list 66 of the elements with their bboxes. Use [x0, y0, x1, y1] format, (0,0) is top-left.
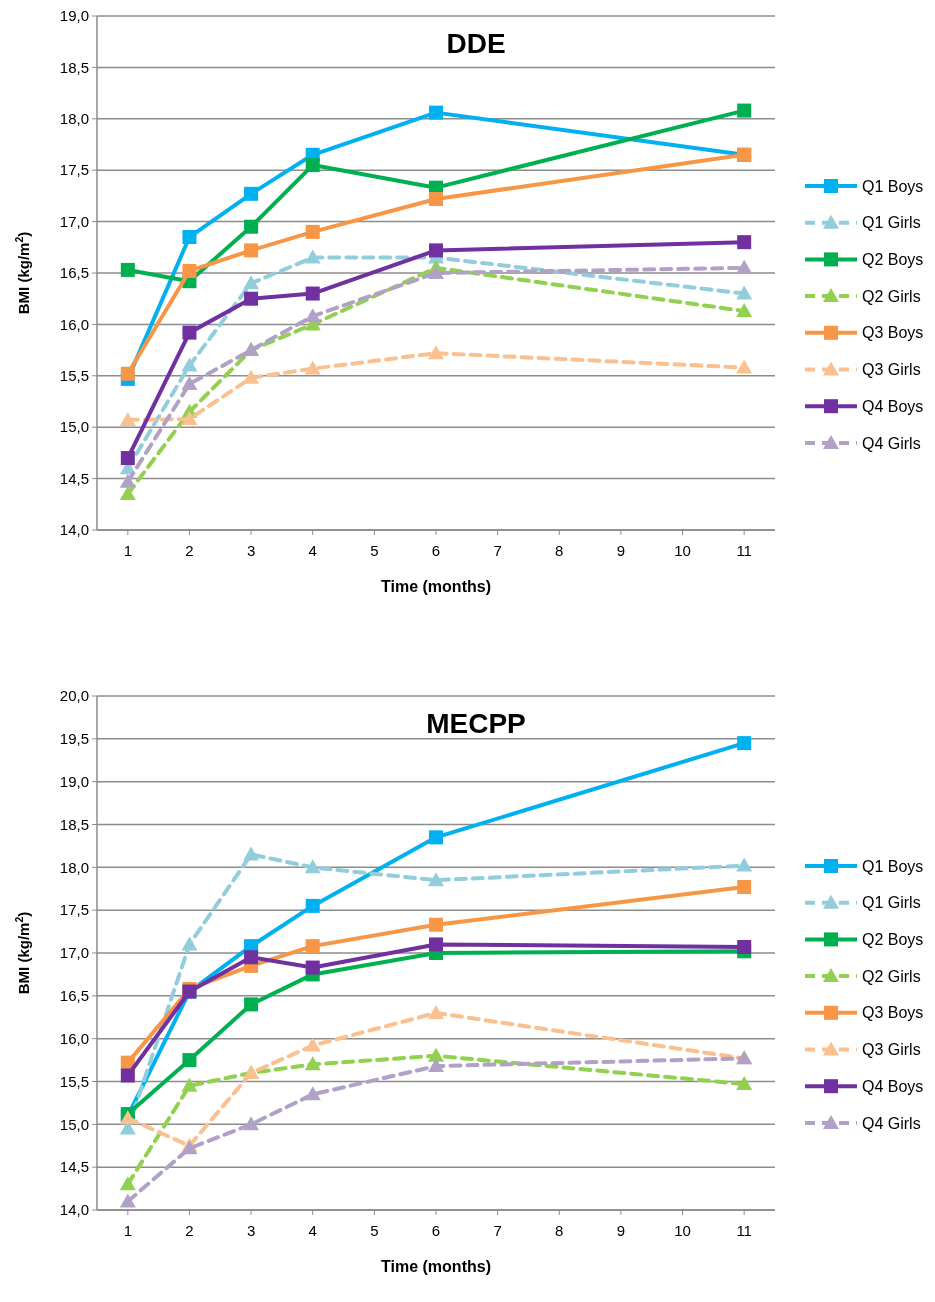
x-tick-label: 6 — [431, 1222, 441, 1239]
x-axis-title: Time (months) — [381, 578, 491, 595]
y-tick-label: 15,5 — [59, 1072, 89, 1090]
x-tick-label: 1 — [123, 542, 132, 559]
y-tick-label: 18,5 — [59, 815, 89, 833]
y-tick-label: 16,0 — [59, 315, 89, 333]
x-tick-label: 7 — [493, 542, 502, 559]
legend-label: Q3 Girls — [862, 361, 921, 379]
y-tick-label: 16,5 — [59, 987, 89, 1005]
x-tick-label: 10 — [674, 1222, 691, 1239]
legend-label: Q1 Boys — [862, 857, 924, 875]
x-axis-title: Time (months) — [381, 1258, 491, 1275]
x-tick-label: 3 — [246, 542, 256, 559]
x-tick-label: 1 — [123, 1222, 132, 1239]
y-tick-label: 16,5 — [59, 264, 89, 282]
legend-label: Q4 Boys — [862, 397, 924, 415]
y-tick-label: 18,0 — [59, 110, 89, 128]
x-tick-label: 7 — [493, 1222, 502, 1239]
x-tick-label: 11 — [736, 542, 752, 559]
x-tick-label: 8 — [555, 542, 564, 559]
x-tick-label: 3 — [246, 1222, 256, 1239]
x-tick-label: 8 — [555, 1222, 564, 1239]
x-tick-label: 5 — [370, 1222, 379, 1239]
y-tick-label: 17,5 — [59, 161, 89, 179]
legend-label: Q2 Boys — [862, 931, 924, 948]
chart-title: DDE — [446, 28, 506, 59]
x-tick-label: 2 — [185, 1222, 194, 1239]
y-tick-label: 14,5 — [59, 469, 89, 487]
legend-label: Q1 Girls — [862, 214, 921, 232]
y-tick-label: 15,0 — [59, 418, 89, 436]
y-tick-label: 20,0 — [59, 687, 89, 705]
x-tick-label: 6 — [431, 542, 441, 559]
y-tick-label: 15,0 — [59, 1115, 89, 1133]
x-tick-label: 9 — [616, 1222, 626, 1239]
legend-label: Q1 Girls — [862, 894, 921, 912]
y-tick-label: 18,0 — [59, 858, 89, 876]
legend-label: Q3 Girls — [862, 1041, 921, 1059]
y-tick-label: 16,0 — [59, 1029, 89, 1047]
legend-label: Q4 Girls — [862, 1114, 921, 1132]
y-tick-label: 17,5 — [59, 901, 89, 919]
legend-label: Q3 Boys — [862, 324, 924, 342]
legend-label: Q2 Boys — [862, 251, 924, 268]
y-tick-label: 14,5 — [59, 1158, 89, 1176]
x-tick-label: 4 — [308, 1222, 317, 1239]
x-tick-label: 11 — [736, 1222, 752, 1239]
y-tick-label: 19,5 — [59, 730, 89, 748]
legend-label: Q3 Boys — [862, 1004, 924, 1022]
y-tick-label: 17,0 — [59, 212, 89, 230]
y-tick-label: 19,0 — [59, 7, 89, 25]
y-tick-label: 14,0 — [59, 521, 89, 539]
x-tick-label: 4 — [308, 542, 317, 559]
x-tick-label: 5 — [370, 542, 379, 559]
x-tick-label: 10 — [674, 542, 691, 559]
y-tick-label: 19,0 — [59, 772, 89, 790]
y-tick-label: 14,0 — [59, 1201, 89, 1219]
x-tick-label: 2 — [185, 542, 194, 559]
legend-label: Q4 Boys — [862, 1077, 924, 1095]
legend-label: Q4 Girls — [862, 434, 921, 452]
legend-label: Q1 Boys — [862, 177, 924, 195]
chart-title: MECPP — [426, 708, 526, 739]
y-tick-label: 17,0 — [59, 944, 89, 962]
legend-label: Q2 Girls — [862, 967, 921, 985]
x-tick-label: 9 — [616, 542, 626, 559]
y-tick-label: 15,5 — [59, 367, 89, 385]
y-tick-label: 18,5 — [59, 58, 89, 76]
legend-label: Q2 Girls — [862, 287, 921, 305]
